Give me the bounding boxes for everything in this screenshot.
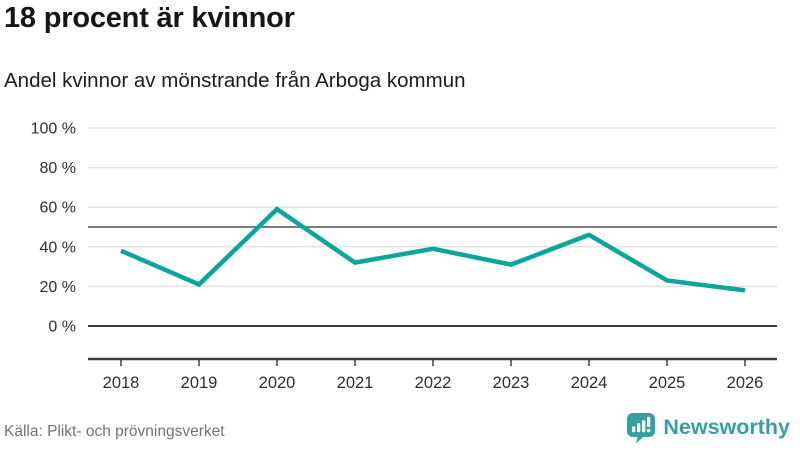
x-tick-label: 2022 xyxy=(415,374,452,392)
newsworthy-logo-text: Newsworthy xyxy=(663,415,790,439)
chart-subtitle: Andel kvinnor av mönstrande från Arboga … xyxy=(4,69,466,92)
newsworthy-logo: Newsworthy xyxy=(626,412,790,443)
x-tick-label: 2024 xyxy=(571,374,608,392)
x-tick-label: 2020 xyxy=(259,374,296,392)
x-tick-label: 2026 xyxy=(727,374,764,392)
newsworthy-logo-icon xyxy=(627,413,656,443)
x-tick-label: 2023 xyxy=(493,374,530,392)
logo-exclamation-dot xyxy=(647,429,651,433)
line-chart: 0 % 20 % 40 % 60 % 80 % 100 % 2018 2019 2020 2021… xyxy=(31,121,777,392)
y-tick-label: 0 % xyxy=(48,319,76,336)
logo-bar-large xyxy=(642,420,646,433)
y-tick-label: 100 % xyxy=(31,121,76,138)
logo-bar-medium xyxy=(637,423,641,433)
page-title: 18 procent är kvinnor xyxy=(4,2,295,34)
logo-exclamation-stem xyxy=(647,416,651,427)
y-tick-label: 20 % xyxy=(40,279,76,296)
y-tick-label: 60 % xyxy=(40,200,76,217)
x-tick-label: 2021 xyxy=(337,374,374,392)
y-tick-label: 40 % xyxy=(40,239,76,256)
x-tick-label: 2018 xyxy=(103,374,140,392)
x-tick-label: 2019 xyxy=(181,374,218,392)
chart-line xyxy=(120,206,746,293)
y-tick-label: 80 % xyxy=(40,160,76,177)
logo-bar-small xyxy=(632,426,636,433)
x-tick-label: 2025 xyxy=(649,374,686,392)
source-note: Källa: Plikt- och prövningsverket xyxy=(4,423,225,440)
